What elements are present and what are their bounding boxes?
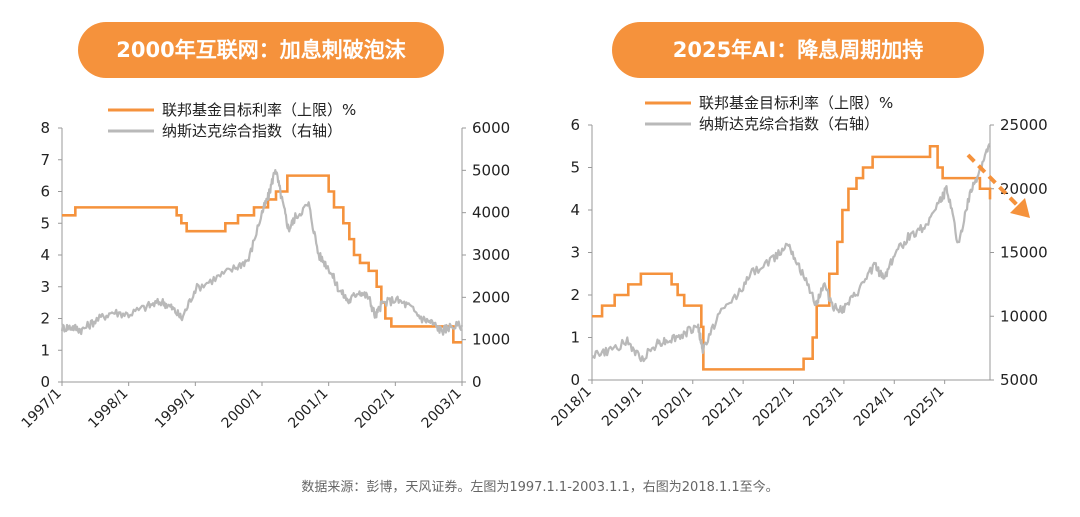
- left-y-tick-label: 2: [570, 286, 580, 304]
- right-y-tick-label: 1000: [472, 331, 510, 349]
- fed-funds-rate-line: [592, 144, 992, 371]
- right-y-tick-label: 15000: [1000, 244, 1048, 262]
- x-tick-label: 2021/1: [700, 384, 746, 430]
- source-footnote: 数据来源：彭博，天风证券。左图为1997.1.1-2003.1.1，右图为201…: [301, 480, 779, 495]
- right-chart: 0 1 2 3 4 5 6 5000 10000 15000 20000 25000 2018/1 201…: [549, 94, 1048, 430]
- fed-funds-rate-line: [62, 174, 462, 344]
- x-tick-label: 2002/1: [352, 386, 398, 432]
- left-y-tick-label: 0: [570, 371, 580, 389]
- x-tick-label: 2019/1: [599, 384, 645, 430]
- x-tick-label: 1999/1: [152, 386, 198, 432]
- right-y-tick-label: 10000: [1000, 307, 1048, 325]
- right-y-tick-label: 2000: [472, 288, 510, 306]
- x-tick-label: 2022/1: [750, 384, 796, 430]
- x-tick-label: 2024/1: [851, 384, 897, 430]
- trend-arrow-head: [1010, 198, 1030, 218]
- x-tick-label: 2003/1: [419, 386, 465, 432]
- trend-arrow-shaft: [966, 153, 1024, 212]
- x-tick-label: 1998/1: [85, 386, 131, 432]
- x-tick-label: 2018/1: [549, 384, 595, 430]
- left-y-tick-label: 3: [40, 278, 50, 296]
- left-chart: 0 1 2 3 4 5 6 7 8 0 1000 2000 3000 4000 5000 6000 1997/1…: [19, 101, 511, 432]
- legend-rate-label: 联邦基金目标利率（上限）%: [699, 94, 893, 112]
- right-y-tick-label: 5000: [472, 161, 510, 179]
- left-y-tick-label: 7: [40, 151, 50, 169]
- right-chart-title-pill: 2025年AI：降息周期加持: [612, 22, 984, 78]
- right-y-tick-label: 6000: [472, 119, 510, 137]
- x-tick-label: 1997/1: [19, 386, 65, 432]
- right-y-tick-label: 20000: [1000, 180, 1048, 198]
- left-y-tick-label: 5: [570, 159, 580, 177]
- x-tick-label: 2001/1: [285, 386, 331, 432]
- left-y-tick-label: 6: [40, 183, 50, 201]
- left-chart-title-pill: 2000年互联网：加息刺破泡沫: [78, 22, 444, 78]
- nasdaq-index-line: [591, 143, 991, 363]
- left-y-tick-label: 0: [40, 373, 50, 391]
- left-y-tick-label: 2: [40, 310, 50, 328]
- left-y-tick-label: 5: [40, 214, 50, 232]
- left-y-tick-label: 1: [570, 329, 580, 347]
- left-y-tick-label: 4: [40, 246, 50, 264]
- x-tick-label: 2025/1: [901, 384, 947, 430]
- left-y-tick-label: 4: [570, 201, 580, 219]
- x-tick-label: 2000/1: [219, 386, 265, 432]
- nasdaq-index-line: [60, 169, 464, 336]
- left-y-tick-label: 3: [570, 244, 580, 262]
- left-y-tick-label: 6: [570, 116, 580, 134]
- left-y-tick-label: 8: [40, 119, 50, 137]
- right-y-tick-label: 25000: [1000, 116, 1048, 134]
- x-tick-label: 2023/1: [801, 384, 847, 430]
- legend-index-label: 纳斯达克综合指数（右轴）: [699, 115, 879, 133]
- x-tick-label: 2020/1: [649, 384, 695, 430]
- legend-index-label: 纳斯达克综合指数（右轴）: [162, 122, 342, 140]
- right-y-tick-label: 3000: [472, 246, 510, 264]
- legend-rate-label: 联邦基金目标利率（上限）%: [162, 101, 356, 119]
- left-y-tick-label: 1: [40, 341, 50, 359]
- right-y-tick-label: 4000: [472, 204, 510, 222]
- right-y-tick-label: 0: [472, 373, 482, 391]
- right-y-tick-label: 5000: [1000, 371, 1038, 389]
